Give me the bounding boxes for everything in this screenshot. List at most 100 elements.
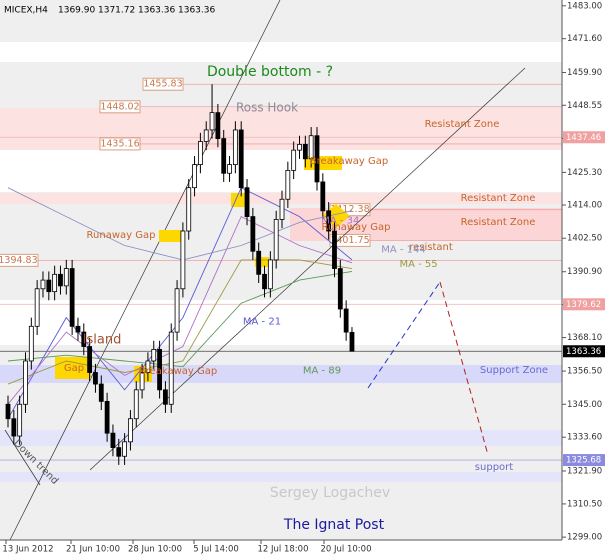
candle-body [308,135,314,160]
y-tick-label: 1333.60 [567,433,602,443]
candle-body [17,403,23,437]
candle-body [326,210,332,232]
candle-body [69,268,75,327]
legend-label: MA - 89 [303,366,341,377]
candle-body [157,349,162,391]
price-label: 1435.16 [100,138,139,149]
y-tick-label: 1448.55 [567,101,602,111]
x-tick-label: 21 Jun 10:00 [66,545,120,555]
level-label: 1325.68 [566,456,601,466]
candle-body [238,129,244,189]
candle-body [337,268,343,310]
candle-body [11,418,17,437]
y-tick-label: 1299.00 [567,533,602,543]
candle-body [232,129,238,165]
candle-body [34,288,40,327]
x-tick-label: 20 Jul 10:00 [321,545,372,555]
header-low: 1363.36 [138,6,175,16]
header-open: 1369.90 [58,6,95,16]
header-close: 1363.36 [178,6,215,16]
candle-body [93,372,98,385]
candle-body [58,273,63,287]
price-label: 1455.83 [143,79,182,90]
annotation: Support Zone [480,365,548,376]
level-box [563,298,605,311]
candle-body [203,129,209,142]
trend-line [4,429,41,486]
candle-body [343,308,349,333]
candle-body [5,403,11,420]
candle-body [81,331,87,347]
channel-line [9,0,281,541]
annotation: Resistant Zone [425,119,500,130]
annotation: Gap [64,363,84,374]
candle-body [285,169,291,200]
y-tick-label: 1356.50 [567,367,602,377]
candle-body [291,149,297,171]
y-tick-label: 1425.30 [567,168,602,178]
y-tick-label: 1471.60 [567,34,602,44]
y-tick-label: 1483.00 [567,1,602,11]
candle-body [63,268,69,287]
candle-body [116,447,122,457]
candle-body [244,187,250,217]
legend-label: MA - 55 [400,259,438,270]
price-box [0,253,39,267]
annotation: support [475,462,513,473]
level-box [563,345,605,358]
price-label: 1401.75 [330,235,369,246]
price-box [99,137,141,151]
annotation: Resistant Zone [461,193,536,204]
band [0,300,562,345]
candle-body [273,219,279,261]
author: Sergey Logachev [270,485,390,501]
level-label: 1379.62 [566,300,601,310]
candle-body [168,331,174,405]
candle-body [104,400,110,434]
moving-average [7,187,353,419]
x-tick-label: 5 Jul 14:00 [193,545,239,555]
y-tick-label: 1402.50 [567,234,602,244]
candle-body [221,138,227,174]
annotation: Island [83,333,122,348]
gap-box [255,257,269,267]
candle-body [23,360,28,405]
x-tick-label: 13 Jun 2012 [2,545,53,555]
annotation: Breakaway Gap [310,156,388,167]
candle-body [40,279,46,290]
candle-body [151,349,157,362]
legend-label: MA - 144 [381,244,426,255]
candle-body [215,112,221,140]
y-tick-label: 1368.10 [567,333,602,343]
level-box [563,454,605,467]
legend-label: MA - 34 [321,216,359,227]
candle-body [52,273,58,293]
channel-line [89,67,526,471]
resistant-zone [0,193,562,204]
candle-body [297,143,302,151]
y-tick-label: 1310.50 [567,499,602,509]
moving-average [7,215,353,405]
candle-body [279,198,285,220]
candle-body [197,141,203,165]
candle-body [314,135,320,183]
candle-body [180,230,186,290]
candle-body [267,259,273,290]
level-label: 1363.36 [566,347,601,357]
candle-body [186,187,192,232]
annotation: Runaway Gap [87,230,156,241]
gap-box [159,230,183,242]
candle-body [332,230,337,269]
support-zone [0,472,562,482]
resistant-zone [0,108,562,150]
moving-average [7,270,353,368]
candle-body [145,360,151,373]
annotation: Ross Hook [236,101,298,115]
candle-body [75,325,81,333]
band [0,42,562,62]
price-label: 1448.02 [100,101,139,112]
candle-body [163,389,168,405]
candle-body [320,181,326,212]
y-tick-label: 1414.00 [567,201,602,211]
x-tick-label: 12 Jul 18:00 [258,545,309,555]
